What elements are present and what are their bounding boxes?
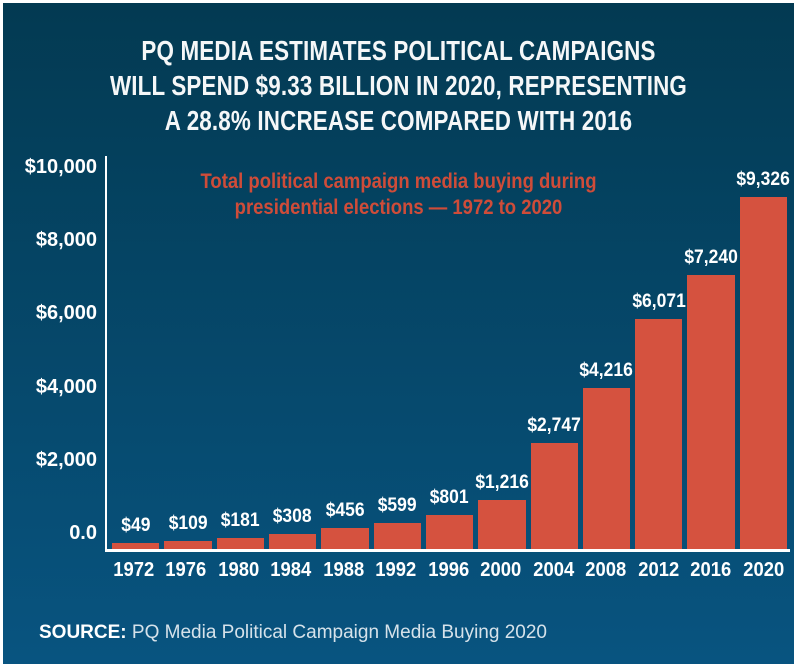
bar-cell: $801	[425, 487, 474, 549]
bar-cell: $599	[373, 495, 421, 549]
y-axis-tick-label: 0.0	[69, 522, 97, 544]
x-axis-label: 2016	[690, 559, 732, 581]
x-axis-label: 1996	[428, 559, 470, 581]
x-axis-label: 2008	[585, 559, 627, 581]
bar-chart: $10,000 $8,000 $6,000 $4,000 $2,000 0.0 $49 $1…	[3, 156, 790, 582]
bar-cell: $7,240	[684, 247, 738, 549]
bar-value-label: $9,326	[736, 169, 791, 190]
bar-value-label: $4,216	[579, 360, 634, 381]
x-axis-label: 1980	[218, 559, 260, 581]
x-axis-label: 2012	[637, 559, 679, 581]
bar-value-label: $456	[325, 500, 365, 521]
bar-cell: $1,216	[475, 472, 529, 549]
source-text: PQ Media Political Campaign Media Buying…	[131, 622, 547, 643]
x-axis-labels: 1972 1976 1980 1984 1988 1992 1996 2000 2004 2008…	[105, 552, 790, 582]
bar	[582, 388, 631, 549]
x-axis-label: 2004	[533, 559, 574, 581]
bar-value-label: $6,071	[632, 291, 686, 312]
bar-value-label: $599	[377, 495, 417, 516]
bar	[739, 197, 788, 549]
bar	[216, 538, 264, 549]
x-axis-label: 1972	[113, 559, 155, 581]
y-axis-tick-label: $8,000	[35, 229, 97, 251]
bar-value-label: $801	[430, 487, 469, 508]
bars-row: $49 $109 $181 $308 $456 $599 $801 $1,216 $2,747 $…	[107, 169, 790, 549]
bar	[321, 528, 369, 549]
y-axis-tick-label: $10,000	[24, 156, 97, 178]
bar-value-label: $181	[220, 510, 260, 531]
page-title: PQ MEDIA ESTIMATES POLITICAL CAMPAIGNS W…	[82, 33, 715, 138]
y-axis-tick-label: $6,000	[35, 302, 97, 324]
x-axis-label: 1992	[375, 559, 417, 581]
title-line-2: WILL SPEND $9.33 BILLION IN 2020, REPRES…	[109, 70, 688, 101]
title-line-3: A 28.8% INCREASE COMPARED WITH 2016	[164, 105, 633, 136]
bar-value-label: $7,240	[684, 247, 738, 268]
x-axis-label: 1988	[323, 559, 365, 581]
bar	[687, 275, 735, 549]
bar-cell: $6,071	[632, 291, 686, 549]
x-axis-label: 2000	[480, 559, 522, 581]
bar-value-label: $109	[168, 513, 208, 534]
y-axis-tick-label: $2,000	[35, 449, 97, 471]
bar	[425, 515, 474, 549]
bar-value-label: $2,747	[527, 415, 581, 436]
bar	[164, 541, 212, 549]
bar-cell: $456	[321, 500, 369, 549]
title-line-1: PQ MEDIA ESTIMATES POLITICAL CAMPAIGNS	[141, 35, 656, 66]
bar	[478, 500, 526, 549]
bar	[112, 543, 160, 549]
plot-area: $49 $109 $181 $308 $456 $599 $801 $1,216 $2,747 $…	[105, 156, 790, 552]
bar-cell: $181	[216, 510, 264, 549]
bar-value-label: $308	[273, 506, 313, 527]
bar	[530, 443, 578, 549]
bar-cell: $2,747	[527, 415, 581, 549]
bar-value-label: $49	[121, 515, 151, 536]
source-label: SOURCE:	[39, 622, 127, 643]
x-axis-label: 1976	[165, 559, 207, 581]
x-axis-label: 2020	[742, 559, 784, 581]
bar	[268, 534, 317, 549]
y-axis: $10,000 $8,000 $6,000 $4,000 $2,000 0.0	[3, 156, 105, 552]
bar-value-label: $1,216	[475, 472, 529, 493]
bar-cell: $308	[268, 506, 317, 549]
bar	[635, 319, 683, 549]
bar-cell: $49	[112, 515, 160, 549]
bar-cell: $4,216	[579, 360, 634, 549]
y-axis-tick-label: $4,000	[35, 376, 97, 398]
bar-cell: $9,326	[736, 169, 791, 549]
bar-cell: $109	[164, 513, 212, 549]
source-line: SOURCE: PQ Media Political Campaign Medi…	[39, 622, 547, 644]
x-axis-label: 1984	[270, 559, 312, 581]
bar	[373, 523, 421, 549]
